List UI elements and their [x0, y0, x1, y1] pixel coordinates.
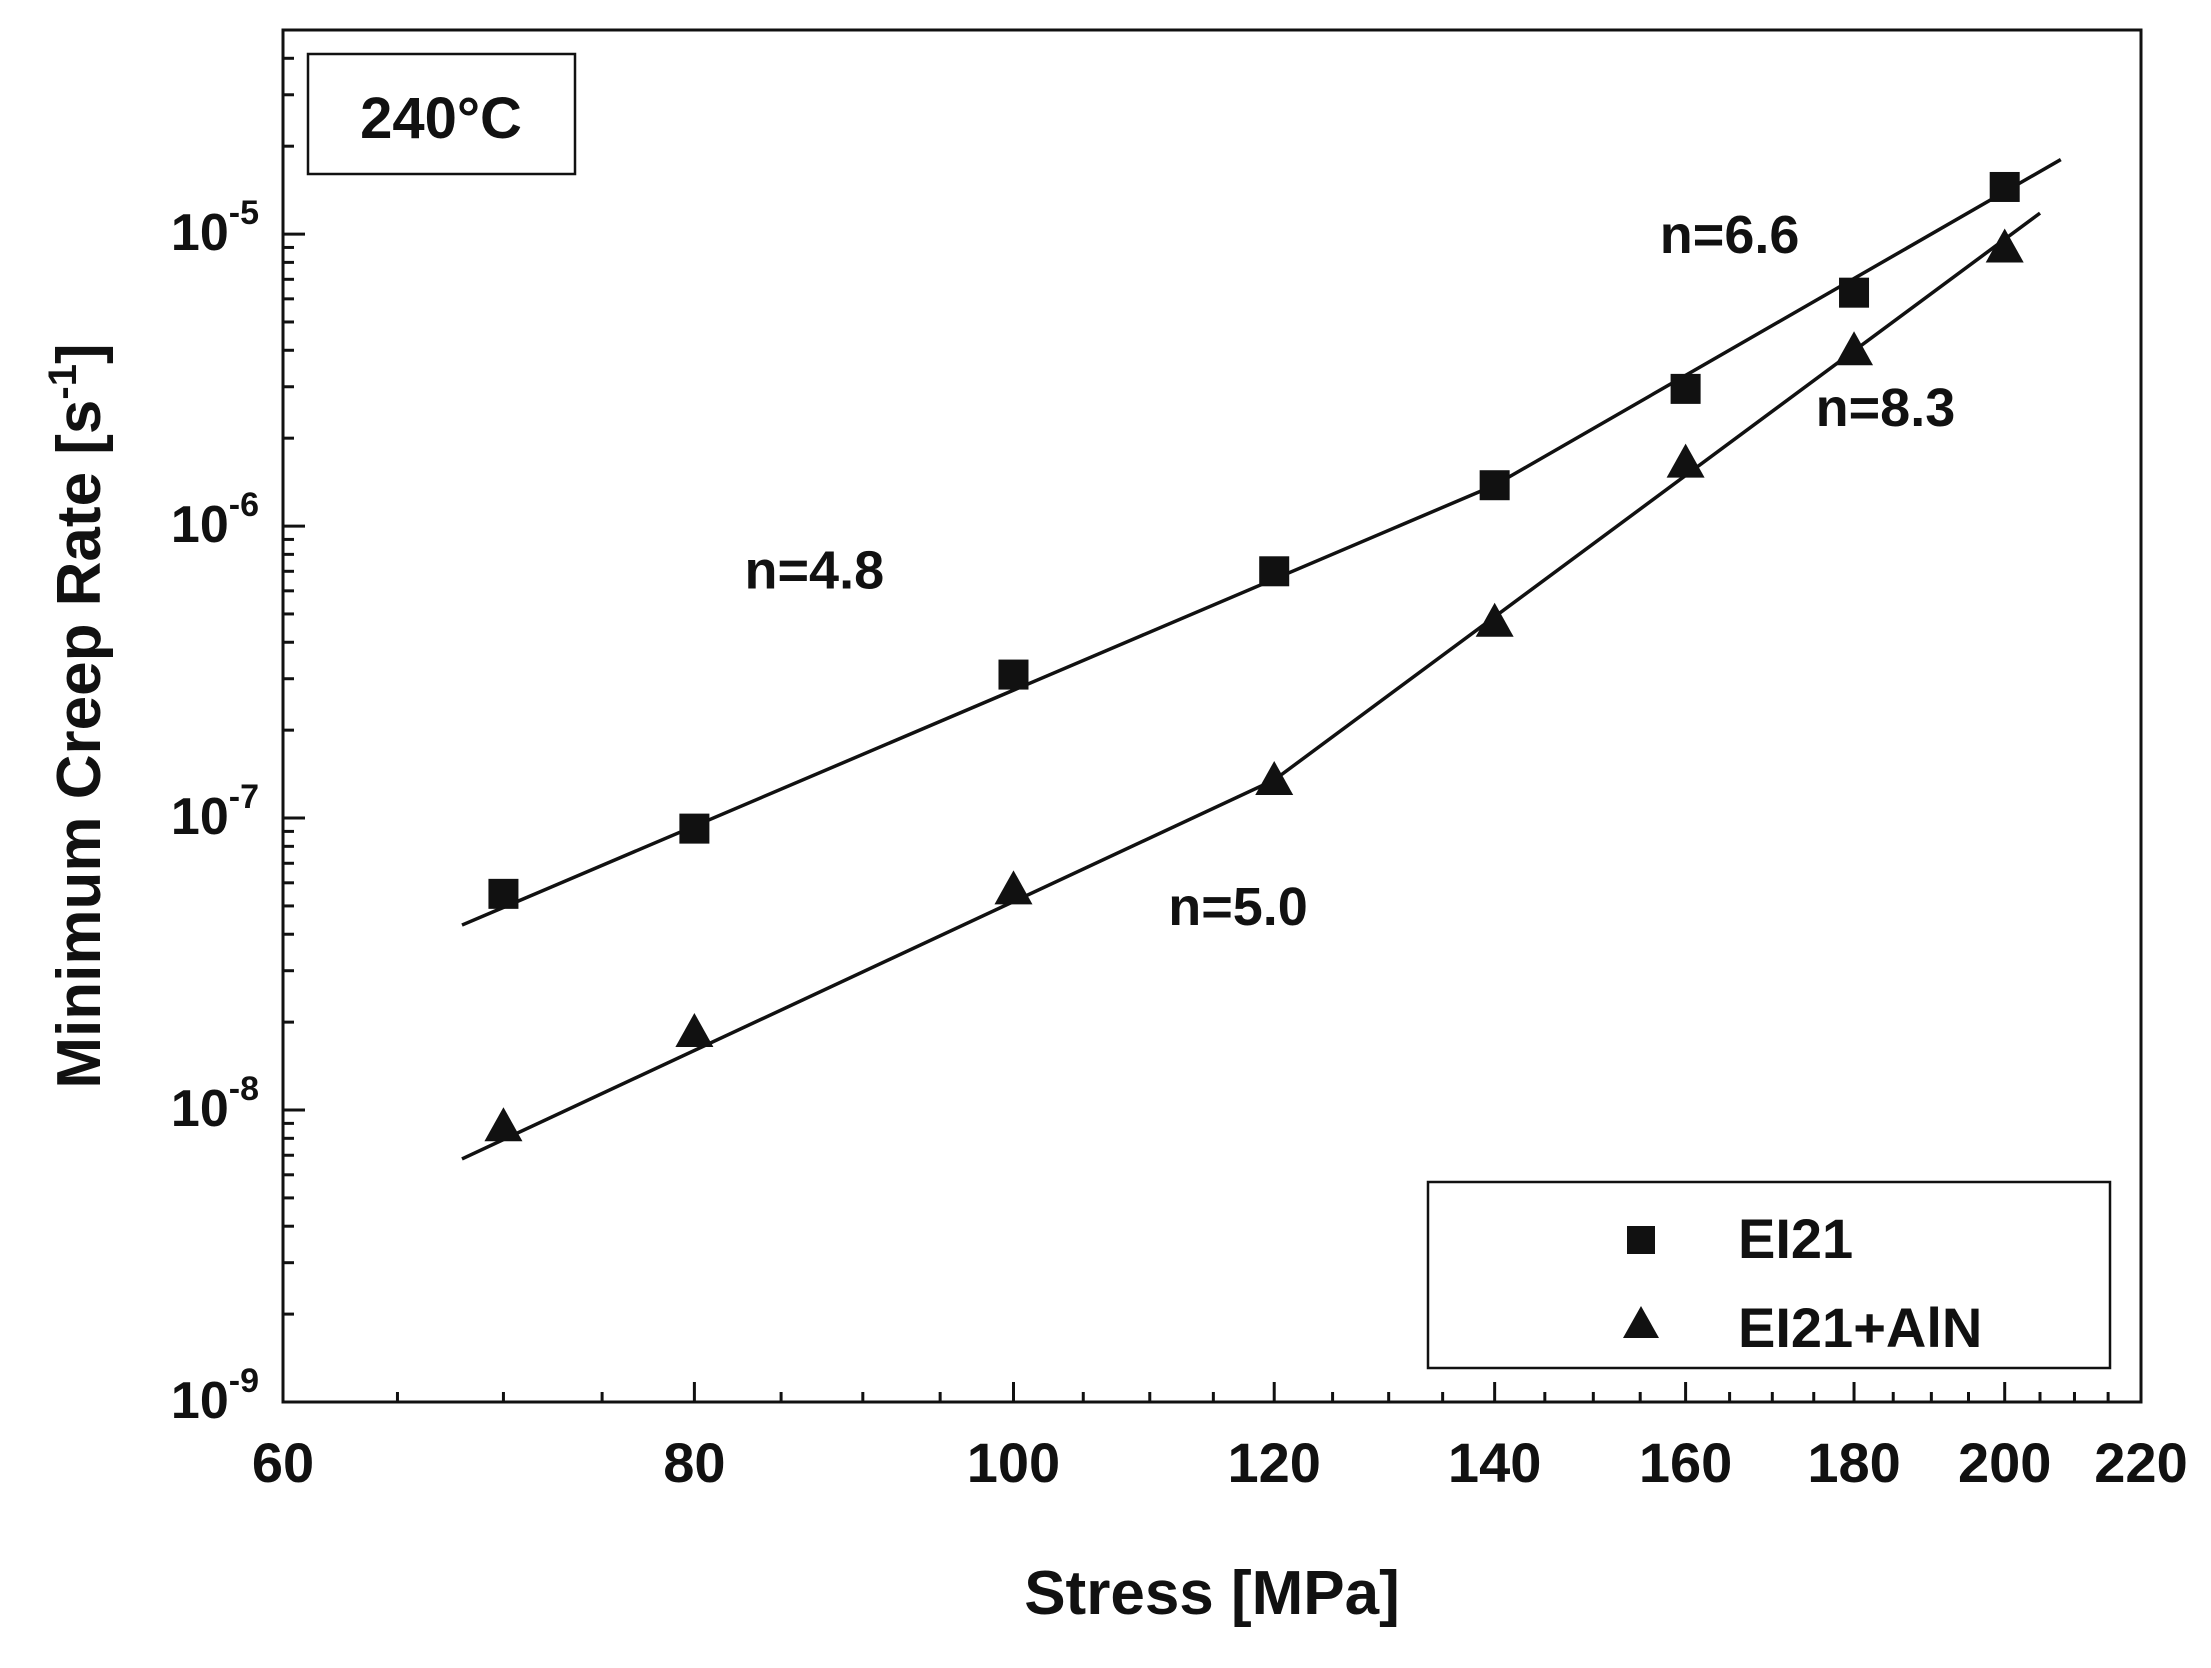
x-tick-label: 60: [252, 1431, 314, 1494]
ei21-aln-point: [1985, 228, 2024, 263]
ei21-aln-point: [994, 870, 1033, 905]
ei21-aln-point: [1666, 443, 1705, 478]
x-tick-label: 80: [663, 1431, 725, 1494]
y-tick-label: 10-7: [171, 778, 259, 846]
y-tick-label-base: 10: [171, 1080, 229, 1138]
data-markers: [484, 171, 2024, 1142]
ei21-aln-fit-line: [461, 778, 1275, 1161]
axis-ticks: [281, 28, 2143, 1404]
ei21-aln-point: [484, 1107, 523, 1142]
slope-annotation: n=5.0: [1168, 877, 1308, 937]
ei21-aln-point: [1475, 602, 1514, 637]
y-tick-label-base: 10: [171, 496, 229, 554]
x-tick-label: 120: [1227, 1431, 1320, 1494]
y-tick-label-exponent: -6: [229, 486, 259, 524]
y-tick-label-base: 10: [171, 1372, 229, 1430]
ei21-point: [1259, 556, 1290, 587]
y-tick-label-base: 10: [171, 788, 229, 846]
legend-triangle-marker: [1623, 1306, 1659, 1338]
x-tick-labels: 60 80 100 120 140 160 180 200 220: [252, 1431, 2188, 1494]
y-axis-title-base: Minimum Creep Rate [s: [45, 400, 114, 1089]
x-tick-label: 160: [1639, 1431, 1732, 1494]
ei21-point: [679, 813, 710, 844]
temperature-box: 240°C: [306, 52, 577, 176]
x-tick-label: 220: [2094, 1431, 2187, 1494]
x-tick-label: 200: [1958, 1431, 2051, 1494]
ei21-aln-point: [1255, 760, 1294, 795]
ei21-fit-line: [461, 483, 1496, 927]
x-tick-label: 180: [1807, 1431, 1900, 1494]
ei21-aln-point: [675, 1013, 714, 1048]
ei21-point: [1839, 277, 1870, 308]
y-tick-label: 10-6: [171, 486, 259, 554]
ei21-point: [1989, 171, 2020, 202]
x-tick-label: 140: [1448, 1431, 1541, 1494]
legend-label-ei21-aln: EI21+AlN: [1738, 1296, 1982, 1359]
temperature-label: 240°C: [360, 86, 522, 151]
y-axis-title-sup: -1: [41, 364, 85, 400]
ei21-aln-point: [1835, 331, 1874, 366]
slope-annotation: n=6.6: [1660, 205, 1800, 265]
y-tick-label-exponent: -7: [229, 778, 259, 816]
legend: EI21 EI21+AlN: [1426, 1180, 2112, 1370]
slope-annotation: n=4.8: [745, 541, 885, 601]
ei21-aln-fit-line: [1273, 211, 2042, 782]
x-axis-title: Stress [MPa]: [1024, 1559, 1400, 1628]
y-tick-label-exponent: -9: [229, 1362, 259, 1400]
x-tick-label: 100: [967, 1431, 1060, 1494]
slope-annotations: n=6.6 n=8.3 n=4.8 n=5.0: [745, 205, 1956, 937]
y-axis-title-end: ]: [45, 343, 114, 364]
ei21-point: [1479, 470, 1510, 501]
y-tick-label-exponent: -8: [229, 1070, 259, 1108]
slope-annotation: n=8.3: [1816, 378, 1956, 438]
y-tick-label-base: 10: [171, 204, 229, 262]
ei21-point: [488, 878, 519, 909]
ei21-point: [1670, 373, 1701, 404]
y-tick-label: 10-8: [171, 1070, 259, 1138]
y-axis-title: Minimum Creep Rate [s-1]: [41, 343, 114, 1088]
legend-square-marker: [1627, 1226, 1655, 1254]
ei21-fit-line: [1493, 158, 2062, 487]
y-tick-label-exponent: -5: [229, 194, 259, 232]
y-tick-label: 10-5: [171, 194, 259, 262]
y-tick-label: 10-9: [171, 1362, 259, 1430]
y-tick-labels: 10-910-810-710-610-5: [171, 194, 259, 1430]
ei21-point: [998, 659, 1029, 690]
legend-label-ei21: EI21: [1738, 1207, 1853, 1270]
fit-lines: [461, 158, 2062, 1161]
